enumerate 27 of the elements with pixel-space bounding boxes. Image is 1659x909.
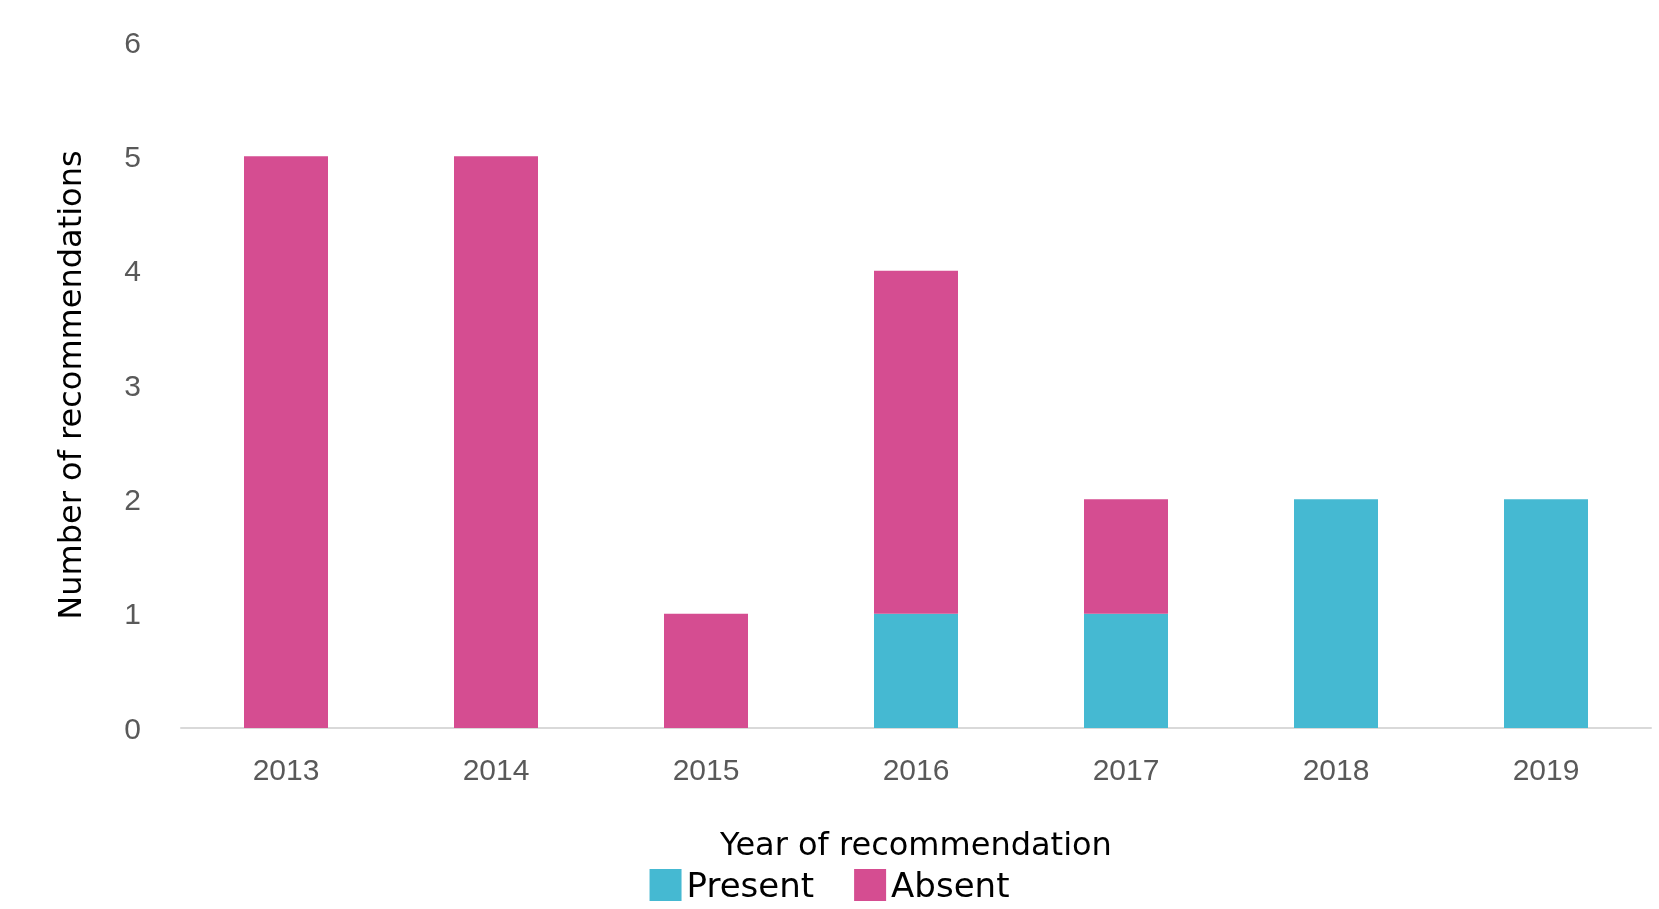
- bar: [1504, 499, 1588, 728]
- y-tick-label: 4: [124, 254, 141, 288]
- y-tick-label: 5: [124, 139, 141, 173]
- bar: [1084, 499, 1168, 614]
- x-tick-label: 2019: [1512, 752, 1580, 786]
- y-axis-title: Number of recommendations: [51, 150, 89, 620]
- y-tick-label: 0: [124, 711, 141, 745]
- bar: [874, 270, 958, 614]
- bar: [244, 156, 328, 728]
- y-tick-label: 6: [124, 25, 141, 59]
- bar: [664, 613, 748, 728]
- bar: [1084, 613, 1168, 728]
- bar: [454, 156, 538, 728]
- x-tick-label: 2016: [882, 752, 950, 786]
- x-tick-label: 2014: [462, 752, 530, 786]
- y-tick-label: 1: [124, 597, 141, 631]
- x-tick-label: 2017: [1092, 752, 1160, 786]
- legend-label: Absent: [891, 865, 1010, 905]
- y-tick-label: 3: [124, 368, 141, 402]
- x-axis-title: Year of recommendation: [719, 825, 1112, 863]
- legend-label: Present: [686, 865, 815, 905]
- bar: [1294, 499, 1378, 728]
- y-tick-label: 2: [124, 482, 141, 516]
- x-tick-label: 2013: [252, 752, 320, 786]
- bar: [874, 613, 958, 728]
- x-tick-label: 2015: [672, 752, 740, 786]
- x-tick-label: 2018: [1302, 752, 1370, 786]
